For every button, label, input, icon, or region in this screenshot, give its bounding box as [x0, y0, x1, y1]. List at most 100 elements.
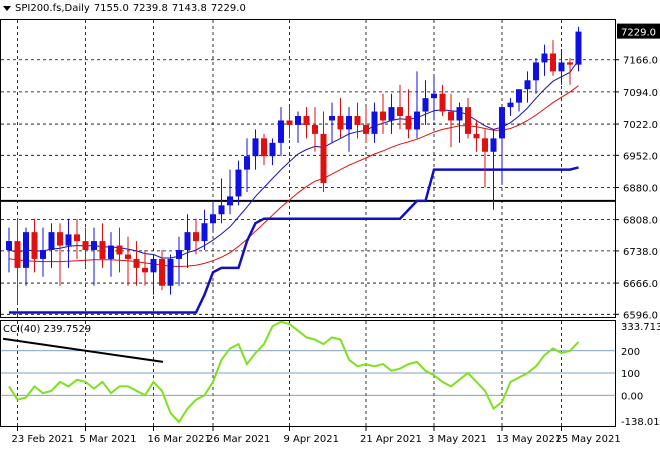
- candle: [99, 223, 106, 268]
- candle-body: [465, 107, 471, 134]
- current-price-box: [617, 23, 660, 39]
- candle: [82, 227, 89, 268]
- candle: [303, 107, 310, 139]
- time-axis-label: 5 Mar 2021: [80, 434, 137, 445]
- candle-body: [550, 53, 556, 72]
- price-axis-label: 6808.0: [623, 216, 658, 227]
- candle-body: [397, 107, 403, 117]
- candle: [244, 138, 250, 192]
- candle-body: [227, 196, 233, 206]
- candle-body: [150, 258, 157, 273]
- candle: [320, 111, 327, 192]
- cci-axis-label: 100: [621, 369, 640, 380]
- time-axis-label: 21 Apr 2021: [360, 434, 422, 445]
- candle: [286, 107, 293, 139]
- candle-body: [431, 93, 437, 99]
- candle: [269, 138, 276, 166]
- close-value: 7229.0: [210, 3, 246, 14]
- candle: [167, 254, 174, 295]
- time-axis-label: 25 May 2021: [556, 434, 621, 445]
- candle-body: [23, 232, 29, 268]
- candle-body: [320, 133, 327, 184]
- candle-body: [193, 232, 199, 242]
- candle: [456, 102, 463, 143]
- candle-body: [252, 138, 259, 157]
- cci-line: [8, 320, 580, 424]
- candle-body: [125, 254, 131, 259]
- candle: [125, 236, 131, 286]
- price-panel-frame: [0, 19, 616, 318]
- candle: [201, 209, 208, 251]
- candle: [235, 160, 242, 206]
- candle: [422, 80, 429, 125]
- symbol-label: SPI200.fs,Daily: [15, 3, 90, 14]
- candle: [533, 57, 539, 94]
- candle-body: [82, 241, 89, 251]
- price-axis-label: 7166.0: [623, 56, 658, 67]
- candle: [48, 223, 55, 268]
- candle: [91, 227, 97, 286]
- candle-body: [448, 111, 454, 121]
- candle-body: [278, 120, 284, 143]
- candle-body: [261, 138, 267, 157]
- candle-body: [354, 116, 361, 125]
- chart-header: SPI200.fs,Daily 7155.0 7239.8 7143.8 7229.0: [3, 3, 250, 14]
- candle: [23, 227, 29, 286]
- candle: [312, 107, 318, 152]
- candle-body: [363, 124, 369, 134]
- price-axis-label: 7022.0: [623, 120, 658, 131]
- candle: [142, 250, 148, 286]
- candle-body: [422, 98, 429, 112]
- candle-body: [210, 214, 216, 224]
- low-value: 7143.8: [171, 3, 207, 14]
- cci-axis-label: -138.0124: [621, 417, 660, 428]
- candle: [57, 223, 63, 286]
- candle: [516, 89, 522, 112]
- candle-body: [575, 31, 582, 65]
- candle-body: [14, 241, 21, 268]
- candle: [252, 129, 259, 170]
- candles: [6, 26, 582, 304]
- high-value: 7239.8: [132, 3, 168, 14]
- candle: [575, 26, 582, 72]
- candle: [448, 93, 454, 148]
- candle-body: [456, 107, 463, 121]
- candle: [431, 75, 437, 121]
- trend-line-group: [2, 337, 164, 363]
- cci-value: 239.7529: [43, 324, 92, 335]
- price-axis-label: 6596.0: [623, 310, 658, 321]
- candle-body: [507, 102, 514, 108]
- candle: [278, 107, 284, 157]
- candle-body: [142, 267, 148, 273]
- candle: [507, 98, 514, 117]
- candle-body: [337, 116, 344, 130]
- candle-body: [116, 245, 123, 255]
- candle-body: [558, 62, 565, 72]
- current-price-label: 7229.0: [621, 28, 656, 39]
- time-axis-label: 26 Mar 2021: [207, 434, 270, 445]
- candle-body: [74, 234, 80, 242]
- candle: [524, 71, 531, 103]
- axis-labels: 7166.0 7094.0 7022.0 6952.0 6880.0 6808.0 6738…: [12, 23, 660, 445]
- cci-levels: [1, 350, 615, 396]
- candle: [6, 227, 12, 273]
- candle-body: [176, 250, 182, 259]
- slow-ma-line: [8, 85, 579, 268]
- candle-body: [482, 138, 488, 152]
- candle: [482, 129, 488, 188]
- candle-body: [295, 116, 301, 125]
- cci-panel-frame: [0, 320, 616, 427]
- candle-body: [346, 116, 352, 130]
- cci-name: CCI(40): [3, 324, 41, 335]
- candle: [490, 129, 497, 210]
- collapse-triangle-icon[interactable]: [3, 5, 11, 11]
- candle-body: [6, 241, 12, 251]
- candle-body: [516, 89, 522, 103]
- candle-body: [40, 250, 46, 259]
- candle: [541, 44, 548, 76]
- candle: [210, 200, 216, 233]
- trend-line: [2, 337, 164, 363]
- candle: [261, 133, 267, 166]
- open-value: 7155.0: [93, 3, 129, 14]
